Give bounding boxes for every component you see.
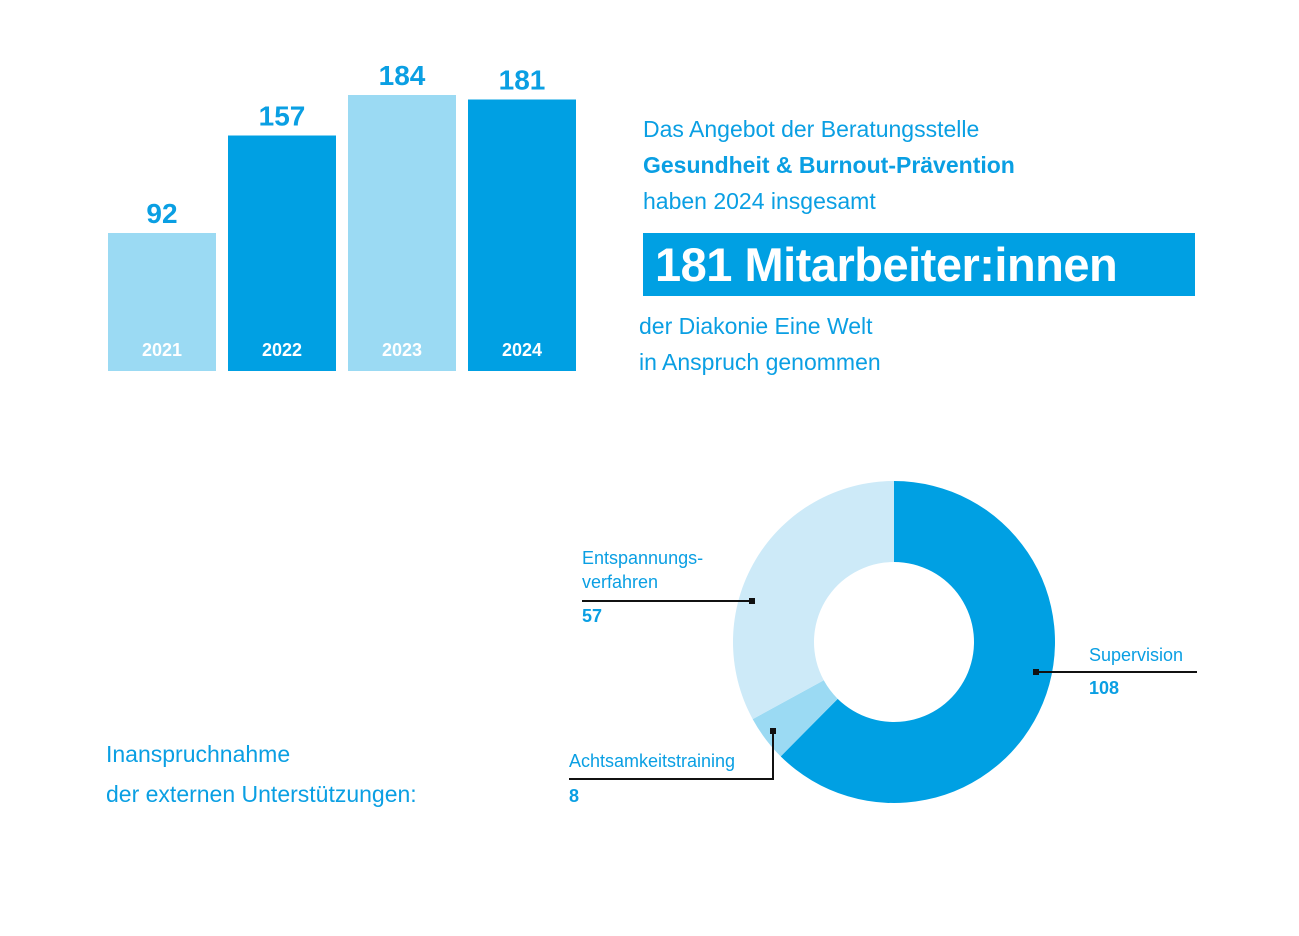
donut-label-achtsamkeit: Achtsamkeitstraining [569,751,736,771]
bar-category-label: 2023 [382,340,422,360]
caption-line-2: der externen Unterstützungen: [106,781,417,807]
donut-label-supervision: Supervision [1089,645,1184,665]
info-line-3: haben 2024 insgesamt [643,188,876,214]
bar-category-label: 2021 [142,340,182,360]
leader-dot-entspannung [749,598,755,604]
donut-label-entspannung: Entspannungs- verfahren [582,548,704,592]
bar-value-label: 157 [259,101,306,132]
leader-dot-supervision [1033,669,1039,675]
highlight-box: 181 Mitarbeiter:innen [643,233,1195,296]
donut-value-achtsamkeit: 8 [569,786,580,806]
bar-2023 [348,95,456,371]
bar-2024 [468,99,576,371]
donut-value-supervision: 108 [1089,678,1120,698]
donut-slice [733,481,894,720]
info-line-1: Das Angebot der Beratungsstelle [643,116,980,142]
leader-achtsamkeit [569,731,774,780]
donut-chart [733,481,1056,803]
bar-value-label: 92 [146,198,177,229]
info-line-5: in Anspruch genommen [639,349,881,375]
bar-value-label: 184 [379,60,426,91]
bar-2021 [108,233,216,371]
leader-dot-achtsamkeit [770,728,776,734]
bar-category-label: 2022 [262,340,302,360]
caption-line-1: Inanspruchnahme [106,741,291,767]
info-line-2: Gesundheit & Burnout-Prävention [643,152,1015,178]
donut-leader-lines [569,598,1197,780]
bar-category-label: 2024 [502,340,542,360]
info-line-4: der Diakonie Eine Welt [639,313,873,339]
bar-2022 [228,135,336,371]
highlight-text: 181 Mitarbeiter:innen [655,238,1118,291]
bar-value-label: 181 [499,65,546,96]
donut-value-entspannung: 57 [582,606,603,626]
bar-chart: 92 2021 157 2022 184 2023 181 2024 [108,60,576,371]
donut-slice [780,481,1056,803]
